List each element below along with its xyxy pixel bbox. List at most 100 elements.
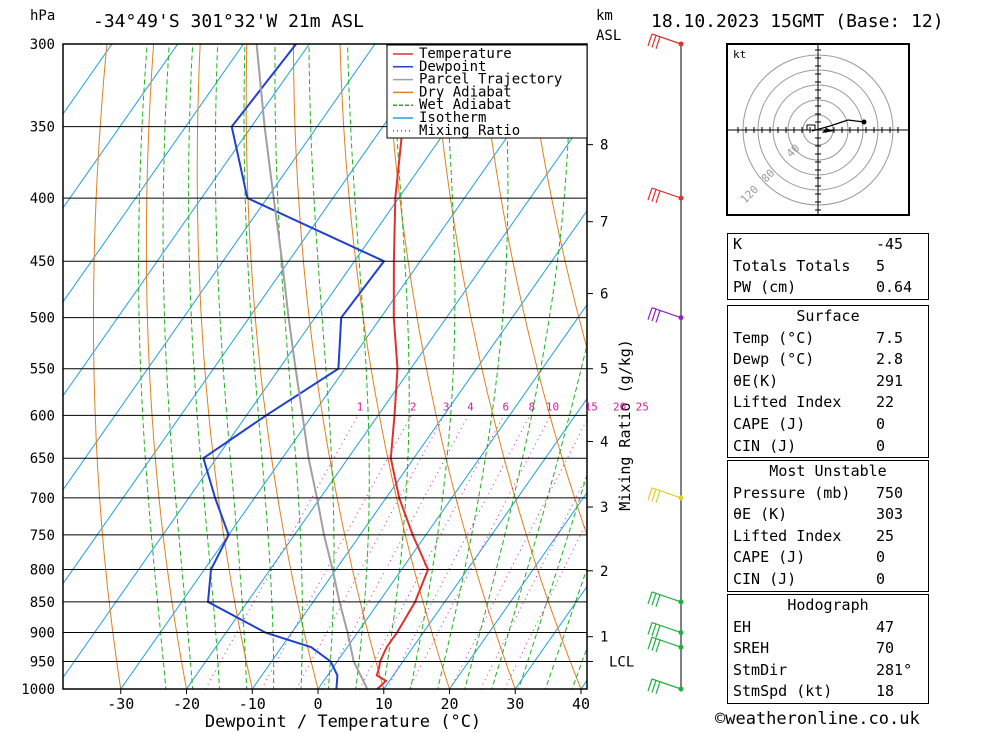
- index-value: 22: [876, 393, 895, 412]
- wet-adiabat-line: [544, 567, 587, 689]
- surface-row: Temp (°C) 7.5: [728, 328, 928, 350]
- wind-barb: [647, 621, 682, 638]
- wet-adiabat-line: [409, 44, 456, 689]
- index-row-k: K -45: [728, 234, 928, 256]
- mixing-ratio-line: [295, 415, 445, 689]
- mixing-ratio-label: 1: [357, 400, 364, 413]
- wind-barb-feather: [651, 638, 657, 651]
- hodograph-rings: [728, 45, 908, 214]
- index-value: 303: [876, 505, 904, 524]
- wind-barb-feather: [651, 489, 657, 502]
- wind-barb: [647, 487, 682, 503]
- skewt-axes: 3003504004505005506006507007508008509009…: [21, 8, 634, 732]
- wind-barb-shaft: [651, 307, 682, 319]
- most-unstable-row: CAPE (J) 0: [728, 547, 928, 569]
- isotherm-line: [63, 44, 442, 585]
- wind-barb: [647, 636, 682, 653]
- wind-barb-feather: [651, 189, 657, 202]
- hodograph-row: StmSpd (kt) 18: [728, 681, 928, 703]
- wind-barb-shaft: [651, 591, 682, 603]
- index-label: PW (cm): [733, 278, 797, 297]
- x-tick-label: 30: [506, 695, 524, 713]
- isotherm-line: [383, 397, 587, 689]
- km-tick-label: 5: [600, 362, 608, 378]
- wet-adiabat-line: [188, 44, 221, 689]
- mixing-ratio-label: 10: [546, 400, 559, 413]
- surface-heading: Surface: [796, 307, 860, 325]
- index-label: EH: [733, 617, 752, 636]
- wind-barb: [647, 678, 682, 694]
- wet-adiabat-line: [491, 342, 587, 689]
- index-value: 281°: [876, 660, 913, 679]
- surface-row: Lifted Index 22: [728, 392, 928, 414]
- most-unstable-heading: Most Unstable: [769, 462, 887, 480]
- isotherm-line: [251, 209, 587, 689]
- dry-adiabat-line: [479, 44, 587, 537]
- km-tick-label: 4: [600, 434, 608, 450]
- lcl-label: LCL: [609, 655, 634, 671]
- mixing-ratio-line: [480, 474, 587, 689]
- wind-barb-shaft: [651, 187, 682, 199]
- dry-adiabat-line: [93, 44, 122, 689]
- pressure-tick-label: 450: [30, 254, 55, 270]
- surface-row: Dewp (°C) 2.8: [728, 349, 928, 371]
- isotherm-line: [63, 44, 179, 209]
- index-label: θE(K): [733, 371, 779, 390]
- hodograph-panel: kt 40 80 120: [726, 43, 910, 216]
- wind-barb-feather: [651, 593, 657, 606]
- pressure-tick-label: 350: [30, 120, 55, 136]
- parcel-trajectory-line: [255, 44, 369, 689]
- km-tick-label: 1: [600, 630, 608, 646]
- km-tick-label: 3: [600, 500, 608, 516]
- x-tick-label: -30: [107, 695, 134, 713]
- wind-barb-feather: [651, 308, 657, 322]
- index-label: StmSpd (kt): [733, 682, 833, 701]
- y-axis-unit-label: hPa: [30, 8, 55, 24]
- index-value: 0: [876, 414, 886, 433]
- wind-barb-shaft: [651, 636, 682, 648]
- x-tick-label: -10: [239, 695, 266, 713]
- isotherm-line: [63, 44, 376, 491]
- wind-barb: [647, 187, 682, 204]
- index-label: Pressure (mb): [733, 483, 851, 502]
- dry-adiabat-line: [245, 44, 319, 689]
- dry-adiabat-line: [339, 44, 451, 689]
- x-tick-label: -20: [173, 695, 200, 713]
- index-row-pw: PW (cm) 0.64: [728, 277, 928, 299]
- pressure-tick-label: 900: [30, 626, 55, 642]
- index-label: CAPE (J): [733, 548, 806, 567]
- index-row-totals: Totals Totals 5: [728, 256, 928, 278]
- hodograph-heading: Hodograph: [787, 596, 869, 614]
- plot-frame: [62, 43, 588, 690]
- height-unit-label: km: [596, 8, 613, 24]
- wind-barb-shaft: [651, 487, 682, 499]
- hodograph-storm-arrow: [822, 128, 834, 133]
- index-value: 0: [876, 569, 886, 588]
- legend-label: Mixing Ratio: [419, 123, 520, 139]
- wet-adiabat-line: [243, 44, 275, 689]
- index-value: 18: [876, 682, 895, 701]
- index-label: CIN (J): [733, 569, 797, 588]
- index-value: 47: [876, 617, 895, 636]
- hodograph-row: SREH 70: [728, 638, 928, 660]
- wind-barb-feather: [655, 681, 661, 694]
- index-label: CAPE (J): [733, 414, 806, 433]
- wet-adiabat-line: [347, 44, 370, 689]
- copyright-footer[interactable]: ©weatheronline.co.uk: [715, 709, 920, 729]
- legend-label: Parcel Trajectory: [419, 72, 562, 88]
- index-value: 291: [876, 371, 904, 390]
- isotherm-line: [317, 303, 587, 689]
- wind-barb-shaft: [651, 33, 682, 45]
- hodograph-row: EH 47: [728, 617, 928, 639]
- isotherm-line: [63, 44, 508, 679]
- wind-barb-feather: [651, 35, 657, 48]
- wind-barb-feather: [647, 678, 653, 692]
- skewt-annotations: 1 2 3 4 6 8 10 15 20 25 TemperatureDewpointParcel …: [357, 44, 649, 413]
- index-value: 0: [876, 548, 886, 567]
- pressure-tick-label: 700: [30, 491, 55, 507]
- wind-barb-feather: [647, 307, 653, 320]
- mixing-ratio-label: 20: [613, 400, 626, 413]
- datetime-title: 18.10.2023 15GMT (Base: 12): [651, 11, 944, 32]
- hodograph-storm-marker: [806, 124, 816, 131]
